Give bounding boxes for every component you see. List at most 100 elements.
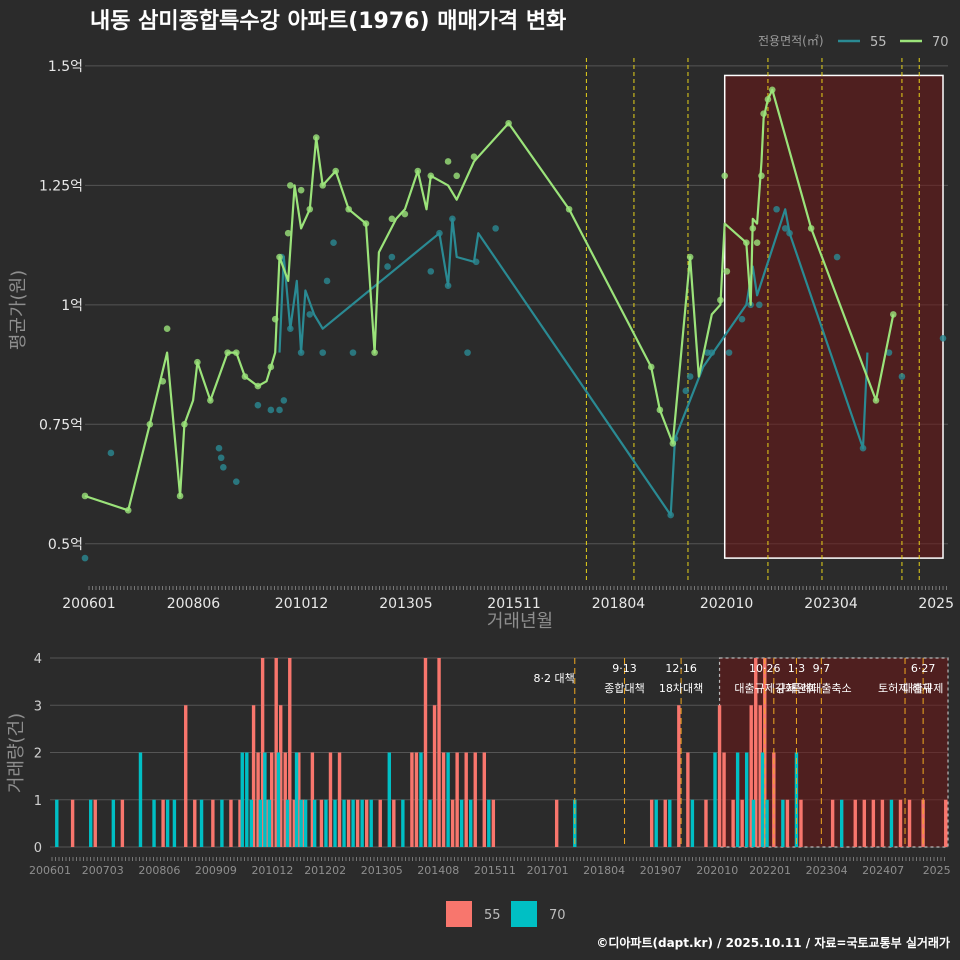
bottom-x-tick-label: 202010 xyxy=(696,864,738,877)
bar-70 xyxy=(55,799,59,847)
bar-55 xyxy=(740,799,744,847)
bar-70 xyxy=(258,799,263,847)
legend-heading: 전용면적(㎡) xyxy=(758,34,824,48)
bar-70 xyxy=(89,799,93,847)
data-point-55 xyxy=(107,449,115,457)
data-point-70 xyxy=(194,358,201,366)
bar-70 xyxy=(245,752,249,847)
data-point-70 xyxy=(241,373,249,380)
bar-70 xyxy=(446,752,450,847)
bottom-x-tick-label: 201511 xyxy=(474,864,516,877)
data-point-70 xyxy=(565,205,573,213)
data-point-55 xyxy=(492,225,499,232)
bar-55 xyxy=(731,799,735,847)
bar-55 xyxy=(279,705,283,847)
policy-label-name: 18차대책 xyxy=(659,682,703,695)
bar-55 xyxy=(337,752,342,847)
bar-55 xyxy=(161,799,165,847)
bar-55 xyxy=(256,752,260,847)
data-point-70 xyxy=(807,225,815,232)
top-x-tick-label: 201305 xyxy=(379,596,432,612)
bar-55 xyxy=(686,752,690,847)
top-highlight-region xyxy=(723,74,944,559)
data-point-55 xyxy=(725,349,733,356)
data-point-55 xyxy=(427,268,435,275)
bar-55 xyxy=(482,752,486,847)
chart-title: 내동 삼미종합특수강 아파트(1976) 매매가격 변화 xyxy=(90,8,566,34)
policy-label-name: 대출규제 xyxy=(903,682,943,695)
data-point-70 xyxy=(401,210,409,218)
series-line-55 xyxy=(278,208,869,517)
bar-55 xyxy=(785,799,790,847)
data-point-55 xyxy=(833,253,841,261)
data-point-55 xyxy=(384,263,391,270)
bar-55 xyxy=(898,799,903,847)
bar-55 xyxy=(491,799,496,847)
bar-55 xyxy=(70,799,75,847)
data-point-70 xyxy=(284,229,292,237)
top-legend: 전용면적(㎡) 55 70 xyxy=(758,34,949,50)
data-point-55 xyxy=(708,349,716,356)
data-point-70 xyxy=(271,315,279,323)
bottom-y-axis-title: 거래량(건) xyxy=(6,713,27,793)
bottom-legend: 55 70 xyxy=(446,901,566,927)
data-point-70 xyxy=(81,492,89,500)
bar-70 xyxy=(360,799,364,847)
bar-55 xyxy=(880,799,885,847)
bar-55 xyxy=(310,752,315,847)
bottom-legend-label-70: 70 xyxy=(549,908,566,923)
bar-55 xyxy=(297,752,301,847)
data-point-70 xyxy=(362,220,370,227)
data-point-55 xyxy=(297,349,305,356)
bar-55 xyxy=(346,799,351,847)
bar-55 xyxy=(722,752,726,847)
bar-70 xyxy=(751,799,756,847)
bar-55 xyxy=(251,705,256,847)
bar-70 xyxy=(342,799,346,847)
bar-55 xyxy=(464,752,468,847)
data-point-70 xyxy=(768,86,776,94)
bar-55 xyxy=(749,705,753,847)
bar-70 xyxy=(459,799,464,847)
bar-55 xyxy=(355,799,360,847)
bar-70 xyxy=(220,799,224,847)
bar-70 xyxy=(889,799,894,847)
data-point-55 xyxy=(306,311,314,318)
bar-55 xyxy=(301,799,306,847)
data-point-70 xyxy=(872,397,880,404)
bar-55 xyxy=(717,705,722,847)
data-point-70 xyxy=(749,225,757,232)
bottom-x-tick-label: 202407 xyxy=(862,864,904,877)
data-point-55 xyxy=(388,253,396,261)
data-point-55 xyxy=(254,401,262,409)
bottom-x-tick-label: 200601 xyxy=(29,864,71,877)
bar-55 xyxy=(663,799,667,847)
data-point-55 xyxy=(267,406,275,414)
data-point-55 xyxy=(859,444,867,452)
bar-70 xyxy=(760,752,765,847)
top-y-tick-label: 0.5억 xyxy=(48,537,83,553)
data-point-70 xyxy=(345,205,352,213)
data-point-55 xyxy=(885,349,893,356)
bar-70 xyxy=(387,752,391,847)
bar-55 xyxy=(473,752,477,847)
policy-label-name: 토허제 해제 xyxy=(878,681,932,695)
bar-70 xyxy=(419,752,423,847)
data-point-70 xyxy=(159,377,167,385)
data-point-55 xyxy=(667,511,674,519)
bar-55 xyxy=(274,658,278,847)
bar-55 xyxy=(423,658,428,847)
bar-70 xyxy=(735,752,740,847)
bar-55 xyxy=(328,752,333,847)
data-point-70 xyxy=(470,153,478,160)
data-point-55 xyxy=(472,258,480,266)
bar-70 xyxy=(351,799,355,847)
data-point-55 xyxy=(287,325,294,333)
top-x-tick-label: 201804 xyxy=(592,596,646,612)
bar-55 xyxy=(944,799,948,847)
bar-55 xyxy=(704,799,708,847)
data-point-70 xyxy=(146,421,154,428)
data-point-70 xyxy=(723,268,731,275)
data-point-55 xyxy=(781,225,789,232)
